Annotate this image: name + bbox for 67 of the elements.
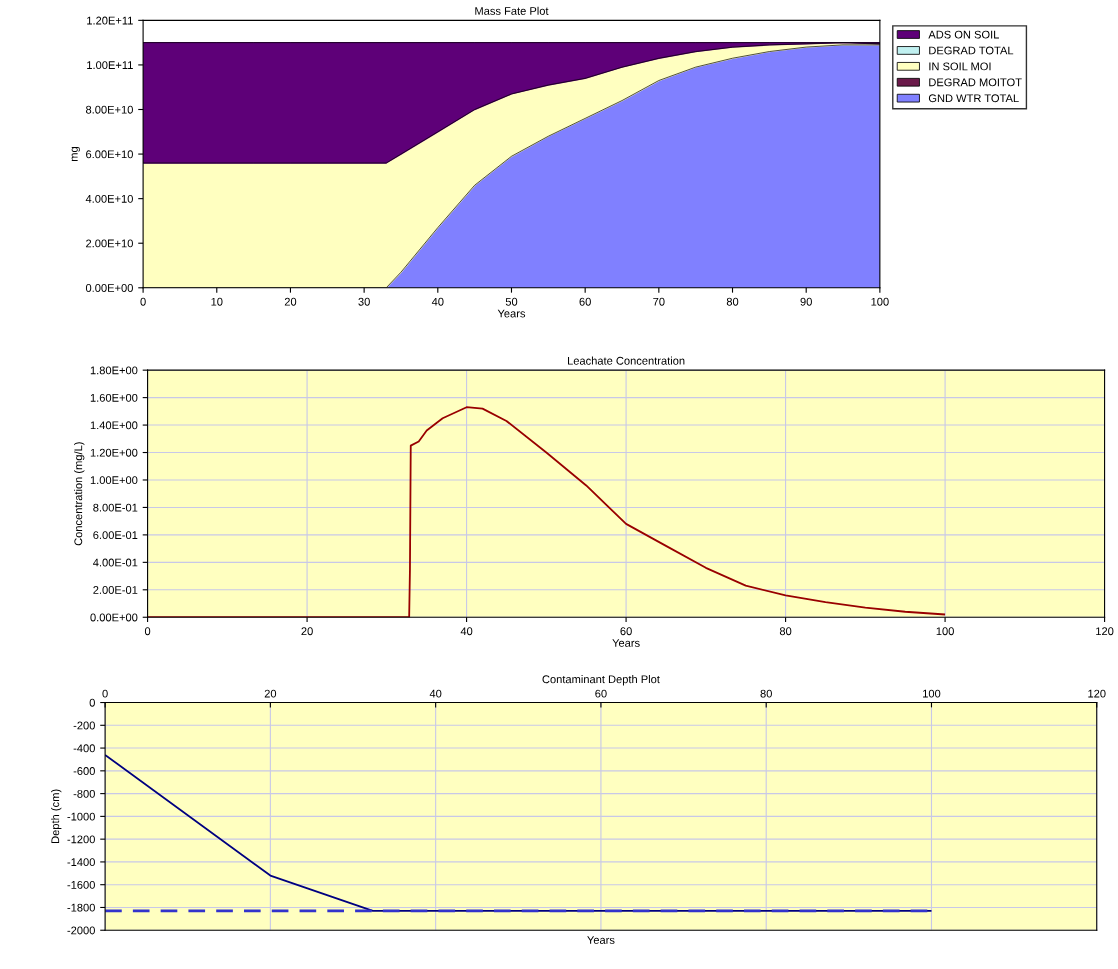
x-tick-label: 90 (800, 297, 812, 306)
y-tick-label: 1.00E+00 (90, 476, 138, 485)
y-tick-label: -1200 (67, 835, 95, 844)
y-tick-label: -600 (73, 767, 95, 775)
y-tick-label: 1.00E+11 (87, 61, 133, 70)
y-tick-label: -1400 (67, 858, 95, 867)
chart-title: Mass Fate Plot (475, 6, 549, 15)
y-tick-label: 6.00E-01 (93, 531, 138, 540)
y-tick-label: 0 (89, 698, 95, 707)
chart-title: Contaminant Depth Plot (542, 675, 660, 686)
y-tick-label: -1800 (67, 903, 95, 912)
x-tick-label: 0 (140, 297, 146, 306)
legend-label: DEGRAD MOITOT (929, 78, 1022, 87)
y-tick-label: 8.00E-01 (93, 503, 138, 512)
x-tick-label: 80 (760, 689, 772, 698)
x-axis-title: Years (612, 639, 640, 647)
x-tick-label: 30 (358, 297, 370, 306)
x-tick-label: 80 (779, 627, 792, 636)
y-tick-label: 8.00E+10 (85, 105, 133, 114)
y-tick-label: 1.80E+00 (90, 366, 138, 375)
x-tick-label: 0 (144, 627, 151, 636)
y-tick-label: 4.00E-01 (93, 558, 138, 567)
legend-label: ADS ON SOIL (928, 30, 999, 39)
x-tick-label: 40 (431, 297, 444, 306)
legend-label: GND WTR TOTAL (928, 94, 1019, 103)
x-tick-label: 70 (653, 297, 665, 306)
x-tick-label: 120 (1088, 689, 1106, 698)
x-tick-label: 60 (595, 689, 607, 698)
y-tick-label: 0.00E+00 (90, 613, 138, 622)
y-tick-label: 4.00E+10 (85, 194, 133, 203)
y-tick-label: 1.20E+11 (87, 16, 133, 25)
y-tick-label: 6.00E+10 (86, 150, 133, 159)
x-tick-label: 40 (429, 689, 442, 698)
x-axis-title: Years (497, 309, 526, 318)
x-tick-label: 20 (264, 689, 277, 698)
y-tick-label: 1.20E+00 (90, 448, 138, 457)
y-axis-title: Concentration (mg/L) (74, 442, 85, 546)
x-tick-label: 20 (284, 297, 297, 306)
legend-label: DEGRAD TOTAL (929, 46, 1014, 55)
x-tick-label: 120 (1096, 627, 1114, 636)
y-tick-label: 2.00E-01 (93, 586, 138, 594)
y-tick-label: 2.00E+10 (86, 239, 133, 248)
x-tick-label: 100 (871, 297, 889, 306)
legend-label: IN SOIL MOI (929, 62, 991, 71)
x-tick-label: 20 (301, 627, 313, 636)
line-series (147, 406, 946, 618)
y-tick-label: -400 (73, 744, 95, 753)
x-tick-label: 100 (923, 689, 941, 698)
y-tick-label: -800 (73, 789, 95, 798)
y-tick-label: -200 (73, 721, 95, 730)
y-tick-label: -1600 (67, 880, 95, 889)
y-axis-title: mg (71, 147, 80, 162)
x-axis-title: Years (587, 936, 615, 944)
y-tick-label: -1000 (67, 812, 95, 821)
y-axis-title: Depth (cm) (51, 789, 62, 843)
y-tick-label: -2000 (67, 926, 95, 935)
x-tick-label: 50 (505, 297, 518, 306)
y-tick-label: 0.00E+00 (85, 284, 133, 292)
x-tick-label: 40 (460, 627, 473, 636)
x-tick-label: 10 (211, 297, 223, 306)
x-tick-label: 100 (936, 627, 954, 636)
y-tick-label: 1.60E+00 (90, 393, 138, 402)
x-tick-label: 60 (620, 627, 632, 636)
chart-title: Leachate Concentration (568, 356, 685, 365)
x-tick-label: 80 (726, 297, 739, 306)
y-tick-label: 1.40E+00 (90, 421, 138, 430)
x-tick-label: 60 (579, 297, 591, 306)
